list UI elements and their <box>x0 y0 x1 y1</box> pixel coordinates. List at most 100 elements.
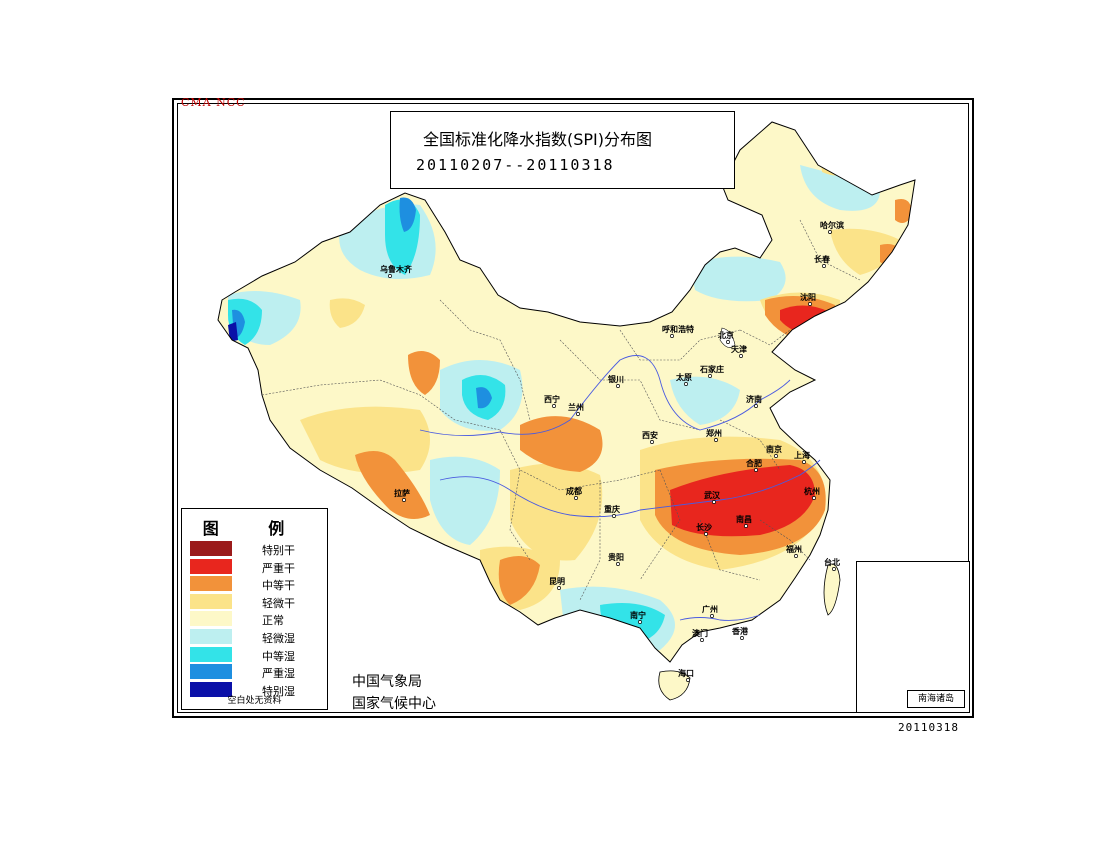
city-dot <box>557 586 561 590</box>
city-dot <box>616 562 620 566</box>
city-dot <box>574 496 578 500</box>
legend-swatch <box>190 611 232 627</box>
city-marker: 西安 <box>642 430 658 444</box>
city-marker: 呼和浩特 <box>662 324 694 338</box>
city-marker: 济南 <box>746 394 762 408</box>
city-dot <box>710 614 714 618</box>
light-dry-xinjiang <box>329 298 365 328</box>
legend-item: 严重湿 <box>190 664 320 680</box>
legend-item: 中等湿 <box>190 646 320 663</box>
city-label: 哈尔滨 <box>820 220 844 230</box>
city-marker: 广州 <box>702 604 718 618</box>
city-marker: 台北 <box>824 557 840 571</box>
legend-item: 特别湿 <box>190 681 320 698</box>
city-marker: 澳门 <box>692 628 708 642</box>
light-dry-tibet <box>300 406 430 474</box>
title-box: 全国标准化降水指数(SPI)分布图 20110207--20110318 <box>390 111 735 189</box>
city-dot <box>822 264 826 268</box>
legend-label: 特别湿 <box>262 684 295 698</box>
city-label: 拉萨 <box>394 488 410 498</box>
city-dot <box>828 230 832 234</box>
wet-region-hebei <box>670 376 740 425</box>
legend-item: 特别干 <box>190 541 320 557</box>
legend-note: 空白处无资料 <box>227 696 282 706</box>
severe-wet-qaidam <box>476 387 492 409</box>
city-label: 台北 <box>824 557 840 567</box>
city-label: 南京 <box>766 444 782 454</box>
city-marker: 哈尔滨 <box>820 220 844 234</box>
city-dot <box>684 382 688 386</box>
city-dot <box>714 438 718 442</box>
city-marker: 昆明 <box>549 576 565 590</box>
legend-item: 轻微干 <box>190 593 320 610</box>
severe-wet-altay <box>399 197 416 232</box>
legend-label: 严重湿 <box>262 667 295 681</box>
city-marker: 成都 <box>566 486 582 500</box>
rivers <box>419 355 821 621</box>
yangtze-river <box>439 459 821 518</box>
city-dot <box>670 334 674 338</box>
legend: 图 例 特别干 严重干 中等干 轻微干 正常 轻微湿 中等湿 严重湿 特别湿 空白处无资料 <box>181 508 328 710</box>
city-marker: 乌鲁木齐 <box>380 264 413 278</box>
map-title: 全国标准化降水指数(SPI)分布图 <box>423 130 653 149</box>
legend-label: 轻微湿 <box>262 632 295 645</box>
legend-swatch <box>190 664 232 680</box>
legend-item: 严重干 <box>190 558 320 575</box>
city-marker: 沈阳 <box>800 292 816 306</box>
city-dot <box>808 302 812 306</box>
legend-swatch <box>190 541 232 556</box>
city-label: 广州 <box>702 604 718 614</box>
city-label: 济南 <box>746 394 762 404</box>
city-label: 天津 <box>731 344 747 354</box>
city-label: 呼和浩特 <box>662 324 694 334</box>
city-dot <box>794 554 798 558</box>
legend-swatch <box>190 646 232 662</box>
org-line-2: 国家气候中心 <box>352 696 436 712</box>
city-marker: 兰州 <box>568 402 584 416</box>
legend-swatch <box>190 681 232 697</box>
cma-ncc-watermark: CMA NCC <box>181 96 246 109</box>
legend-label: 中等湿 <box>262 649 295 663</box>
legend-item: 正常 <box>190 611 320 627</box>
medium-dry-heilongjiang-east <box>895 199 912 224</box>
city-marker: 郑州 <box>706 428 722 442</box>
map-inner-frame <box>177 103 969 713</box>
city-marker: 南京 <box>766 444 782 458</box>
legend-swatch <box>190 593 232 609</box>
china-border <box>217 121 916 663</box>
city-label: 长春 <box>814 254 830 264</box>
city-label: 长沙 <box>696 522 712 532</box>
city-dot <box>402 498 406 502</box>
city-label: 合肥 <box>745 458 762 468</box>
medium-dry-lhasa <box>355 451 430 519</box>
severe-dry-yangtze <box>670 465 815 537</box>
city-dot <box>612 514 616 518</box>
city-marker: 西宁 <box>544 394 560 408</box>
city-marker: 南昌 <box>736 514 752 528</box>
medium-dry-gansu <box>520 416 603 472</box>
city-dot <box>388 274 392 278</box>
city-label: 上海 <box>794 450 810 460</box>
city-marker: 香港 <box>731 626 749 640</box>
city-label: 北京 <box>718 330 734 340</box>
city-marker: 长春 <box>814 254 830 268</box>
org-line-1: 中国气象局 <box>352 674 422 690</box>
city-dot <box>638 620 642 624</box>
city-dot <box>700 638 704 642</box>
legend-label: 特别干 <box>262 544 295 557</box>
city-dot <box>650 440 654 444</box>
province-boundaries <box>261 219 861 601</box>
legend-label: 中等干 <box>262 579 295 593</box>
inset-frame: 南海诸岛 <box>856 561 970 713</box>
city-label: 贵阳 <box>608 552 624 562</box>
city-dot <box>832 567 836 571</box>
city-dot <box>616 384 620 388</box>
city-label: 南宁 <box>630 610 646 620</box>
inset-label: 南海诸岛 <box>907 690 965 708</box>
city-marker: 长沙 <box>696 522 712 536</box>
medium-dry-qinghai <box>408 351 440 395</box>
city-label: 沈阳 <box>800 292 816 302</box>
city-marker: 南宁 <box>630 610 646 624</box>
city-dot <box>576 412 580 416</box>
